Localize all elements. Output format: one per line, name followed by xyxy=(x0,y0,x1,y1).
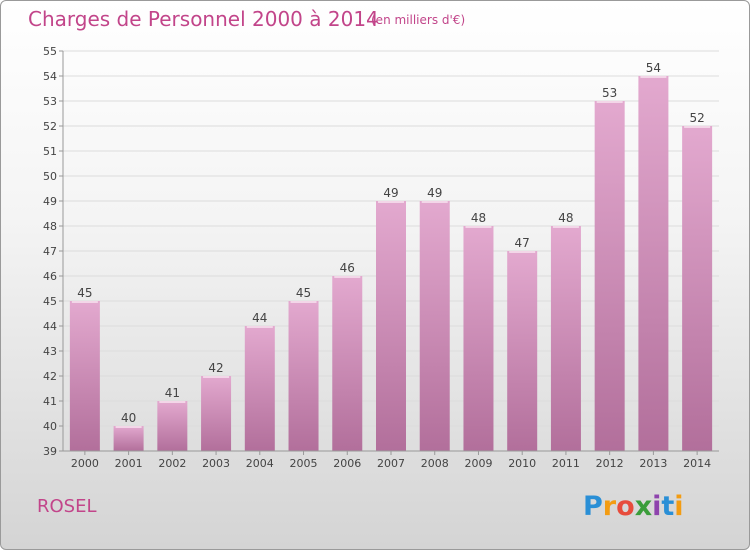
data-label: 53 xyxy=(602,86,617,100)
bar-highlight xyxy=(552,226,579,228)
bar-highlight xyxy=(509,251,536,253)
bar xyxy=(507,251,538,451)
bar xyxy=(376,201,406,451)
bar xyxy=(69,301,100,451)
bar-highlight xyxy=(378,201,404,203)
bar-highlight xyxy=(159,401,186,403)
proxiti-logo[interactable]: Proxiti xyxy=(583,491,684,522)
x-tick-label: 2007 xyxy=(377,457,405,470)
bar xyxy=(419,201,450,451)
bar xyxy=(638,76,669,451)
bar-highlight xyxy=(596,101,623,103)
data-label: 48 xyxy=(471,211,486,225)
data-label: 49 xyxy=(427,186,442,200)
bar-highlight xyxy=(290,301,317,303)
x-tick-label: 2012 xyxy=(596,457,624,470)
data-label: 54 xyxy=(646,61,661,75)
y-tick-label: 44 xyxy=(43,320,57,333)
bar xyxy=(332,276,363,451)
y-tick-label: 41 xyxy=(43,395,57,408)
bar-highlight xyxy=(71,301,98,303)
data-label: 47 xyxy=(515,236,530,250)
bar xyxy=(550,226,581,451)
bar-highlight xyxy=(684,126,711,128)
x-tick-label: 2008 xyxy=(421,457,449,470)
bar xyxy=(463,226,494,451)
bar-highlight xyxy=(465,226,492,228)
bar-highlight xyxy=(421,201,448,203)
data-label: 46 xyxy=(340,261,355,275)
bar xyxy=(157,401,188,451)
x-tick-label: 2006 xyxy=(333,457,361,470)
bar xyxy=(288,301,319,451)
bar xyxy=(113,426,144,451)
bar-highlight xyxy=(246,326,273,328)
bar-highlight xyxy=(203,376,230,378)
y-tick-label: 54 xyxy=(43,70,57,83)
bar xyxy=(244,326,275,451)
x-tick-label: 2001 xyxy=(115,457,143,470)
y-tick-label: 46 xyxy=(43,270,57,283)
bar xyxy=(594,101,625,451)
bar xyxy=(682,126,713,451)
chart-subtitle: (en milliers d'€) xyxy=(371,13,466,27)
y-tick-label: 43 xyxy=(43,345,57,358)
data-label: 40 xyxy=(121,411,136,425)
x-tick-label: 2002 xyxy=(158,457,186,470)
commune-name: ROSEL xyxy=(37,496,97,517)
chart-title: Charges de Personnel 2000 à 2014 xyxy=(28,7,379,31)
x-tick-label: 2005 xyxy=(290,457,318,470)
x-tick-label: 2011 xyxy=(552,457,580,470)
data-label: 52 xyxy=(689,111,704,125)
y-tick-label: 50 xyxy=(43,170,57,183)
bar-highlight xyxy=(115,426,142,428)
x-tick-label: 2004 xyxy=(246,457,274,470)
y-tick-label: 42 xyxy=(43,370,57,383)
y-tick-label: 47 xyxy=(43,245,57,258)
y-tick-label: 48 xyxy=(43,220,57,233)
data-label: 44 xyxy=(252,311,267,325)
bar-highlight xyxy=(334,276,361,278)
x-tick-label: 2000 xyxy=(71,457,99,470)
x-tick-label: 2009 xyxy=(464,457,492,470)
y-tick-label: 49 xyxy=(43,195,57,208)
y-tick-label: 40 xyxy=(43,420,57,433)
bar xyxy=(201,376,232,451)
bars-layer xyxy=(69,76,713,451)
data-label: 45 xyxy=(296,286,311,300)
x-tick-label: 2013 xyxy=(639,457,667,470)
data-label: 42 xyxy=(208,361,223,375)
y-tick-label: 39 xyxy=(43,445,57,458)
x-tick-label: 2014 xyxy=(683,457,711,470)
x-tick-label: 2010 xyxy=(508,457,536,470)
y-tick-label: 53 xyxy=(43,95,57,108)
data-label: 41 xyxy=(165,386,180,400)
bar-highlight xyxy=(640,76,667,78)
data-label: 45 xyxy=(77,286,92,300)
y-tick-label: 52 xyxy=(43,120,57,133)
y-tick-label: 55 xyxy=(43,45,57,58)
x-tick-label: 2003 xyxy=(202,457,230,470)
y-tick-label: 45 xyxy=(43,295,57,308)
y-tick-label: 51 xyxy=(43,145,57,158)
axis-layer: 39 40 41 42 43 44 45 46 47 48 49 50 51 52 53 54 55 45 2000… xyxy=(43,45,719,470)
data-label: 48 xyxy=(558,211,573,225)
data-label: 49 xyxy=(383,186,398,200)
